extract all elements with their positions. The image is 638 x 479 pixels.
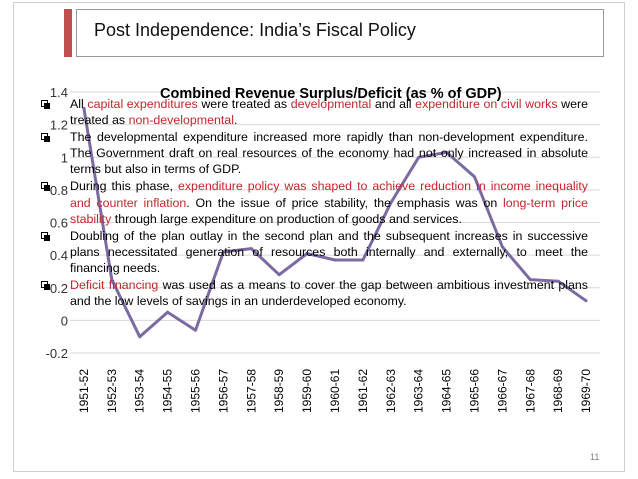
highlighted-text: capital expenditures <box>87 97 198 111</box>
bullet-text: and all <box>371 97 416 111</box>
page-number: 11 <box>590 452 600 462</box>
highlighted-text: expenditure policy was shaped to achieve… <box>70 179 588 210</box>
bullet-item: During this phase, expenditure policy wa… <box>40 178 588 226</box>
data-point <box>277 273 281 277</box>
x-tick-label: 1961-62 <box>356 369 370 413</box>
y-tick-label: 0 <box>61 313 68 328</box>
slide-frame <box>13 2 625 472</box>
x-tick-label: 1965-66 <box>467 369 481 413</box>
x-tick-label: 1966-67 <box>495 369 509 413</box>
square-bullet-icon <box>41 100 50 109</box>
data-point <box>445 150 449 154</box>
x-tick-label: 1958-59 <box>272 369 286 413</box>
data-point <box>82 106 86 110</box>
y-tick-label: 0.6 <box>50 216 68 231</box>
highlighted-text: long-term price stability <box>70 195 588 226</box>
data-point <box>584 299 588 303</box>
data-point <box>138 335 142 339</box>
bullet-text: During this phase, <box>70 179 178 194</box>
bullet-text: . <box>233 113 238 128</box>
data-point <box>305 251 309 255</box>
bullet-item: All capital expenditures were treated as… <box>40 96 588 128</box>
x-tick-label: 1969-70 <box>579 369 593 413</box>
x-tick-label: 1953-54 <box>133 369 147 413</box>
x-tick-label: 1962-63 <box>384 369 398 413</box>
data-point <box>221 250 225 254</box>
y-tick-label: 0.2 <box>50 281 68 296</box>
bullet-text: through large expenditure on production … <box>111 211 462 226</box>
square-bullet-icon <box>41 231 50 241</box>
bullet-text: Doubling of the plan outlay in the secon… <box>70 228 588 275</box>
bullet-text: . On the issue of price stability, the e… <box>186 195 504 210</box>
x-tick-label: 1960-61 <box>328 369 342 413</box>
bullet-list: All capital expenditures were treated as… <box>40 96 588 310</box>
square-bullet-icon <box>41 281 50 291</box>
y-tick-label: 1.4 <box>50 85 68 100</box>
x-tick-label: 1964-65 <box>440 369 454 413</box>
x-tick-label: 1967-68 <box>523 369 537 413</box>
data-point <box>361 258 365 262</box>
data-point <box>166 310 170 314</box>
data-point <box>389 201 393 205</box>
square-bullet-icon <box>41 182 50 192</box>
bullet-item: The developmental expenditure increased … <box>40 129 588 177</box>
y-tick-label: 0.4 <box>50 248 68 263</box>
square-bullet-icon <box>41 133 50 143</box>
data-point <box>500 245 504 249</box>
bullet-text: were treated as <box>70 97 588 128</box>
data-point <box>417 155 421 159</box>
x-tick-label: 1954-55 <box>161 369 175 413</box>
x-tick-label: 1951-52 <box>77 369 91 413</box>
data-point <box>528 278 532 282</box>
bullet-text: were treated as <box>197 97 291 111</box>
bullet-text: The developmental expenditure increased … <box>70 130 588 177</box>
bullet-text: was used as a means to cover the gap bet… <box>70 278 589 309</box>
x-tick-label: 1956-57 <box>216 369 230 413</box>
x-tick-label: 1957-58 <box>244 369 258 413</box>
highlighted-text: developmental <box>290 97 372 111</box>
x-tick-label: 1952-53 <box>105 369 119 413</box>
data-point <box>110 278 114 282</box>
slide-title: Post Independence: India’s Fiscal Policy <box>94 20 416 40</box>
y-tick-label: 0.8 <box>50 183 68 198</box>
data-point <box>556 279 560 283</box>
bullet-item: Doubling of the plan outlay in the secon… <box>40 228 588 276</box>
x-tick-label: 1968-69 <box>551 369 565 413</box>
data-point <box>333 258 337 262</box>
bullet-text: All <box>70 97 88 111</box>
title-box <box>76 9 604 57</box>
highlighted-text: non-developmental <box>128 113 234 128</box>
x-tick-label: 1959-60 <box>300 369 314 413</box>
bullet-item: Deficit financing was used as a means to… <box>40 277 588 309</box>
data-point <box>249 247 253 251</box>
x-tick-label: 1963-64 <box>412 369 426 413</box>
chart-title: Combined Revenue Surplus/Deficit (as % o… <box>160 86 502 102</box>
y-tick-label: 1.2 <box>50 118 68 133</box>
y-tick-label: -0.2 <box>46 346 68 361</box>
highlighted-text: expenditure on civil works <box>415 97 558 111</box>
y-tick-label: 1 <box>61 150 68 165</box>
x-tick-label: 1955-56 <box>189 369 203 413</box>
title-accent-bar <box>64 9 72 57</box>
data-point <box>472 175 476 179</box>
highlighted-text: Deficit financing <box>70 278 159 293</box>
data-point <box>194 328 198 332</box>
